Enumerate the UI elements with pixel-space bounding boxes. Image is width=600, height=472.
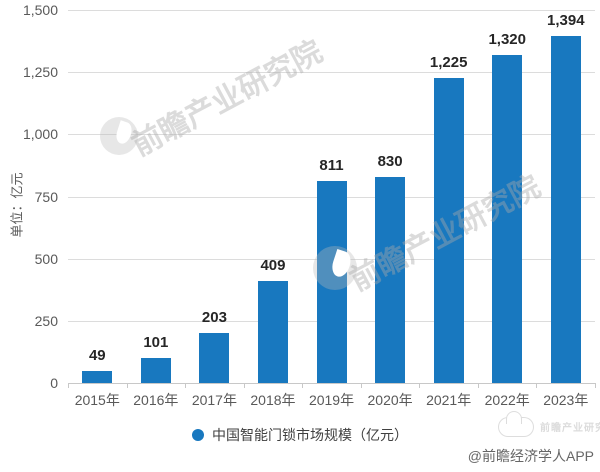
bar-value-label: 1,320 <box>488 30 526 48</box>
bar <box>550 36 581 383</box>
y-tick-label: 1,000 <box>22 126 58 143</box>
cloud-logo-icon <box>498 411 534 437</box>
bar <box>492 54 523 383</box>
bar-value-label: 409 <box>260 257 286 275</box>
bar <box>82 370 113 383</box>
gridline <box>68 134 595 136</box>
credit-text: @前瞻经济学人APP <box>467 448 594 464</box>
bar-value-label: 830 <box>377 152 403 170</box>
x-axis-tick <box>302 383 304 388</box>
y-tick-label: 750 <box>34 188 58 205</box>
x-tick-label: 2017年 <box>191 392 237 408</box>
bar-value-label: 49 <box>88 346 106 364</box>
gridline <box>68 72 595 74</box>
bar-slot: 1,320 <box>478 10 537 383</box>
bar <box>140 357 171 383</box>
y-tick-label: 1,500 <box>22 2 58 18</box>
x-tick-label: 2015年 <box>74 392 120 408</box>
bar <box>316 181 347 383</box>
x-tick-label: 2016年 <box>133 392 179 408</box>
x-tick-label: 2019年 <box>308 392 355 408</box>
bar-value-label: 1,225 <box>429 54 468 72</box>
gridline <box>68 383 595 384</box>
legend-marker-icon <box>192 429 204 441</box>
bar-slot: 1,225 <box>419 10 478 383</box>
bars-container: 49 101 203 409 811 830 1,225 1,320 1,394 <box>68 10 595 383</box>
y-axis-tick-labels: 0 250 500 750 1,000 1,250 1,500 <box>0 2 60 391</box>
bar <box>375 176 406 383</box>
y-tick-label: 1,250 <box>22 64 58 81</box>
x-axis-tick <box>595 383 596 388</box>
bar <box>433 78 464 383</box>
x-axis-tick <box>243 383 245 388</box>
bar-slot: 101 <box>127 10 186 383</box>
x-tick-label: 2021年 <box>426 392 472 408</box>
bar-slot: 1,394 <box>537 10 596 383</box>
bar-slot: 49 <box>68 10 127 383</box>
x-tick-label: 2020年 <box>367 392 413 408</box>
x-axis-tick <box>536 383 538 388</box>
x-tick-label: 2023年 <box>543 392 589 408</box>
bar <box>199 332 230 383</box>
y-tick-label: 500 <box>34 250 58 267</box>
x-tick-label: 2018年 <box>250 392 296 408</box>
x-axis-tick <box>477 383 479 388</box>
y-tick-label: 250 <box>34 312 58 329</box>
bar-slot: 811 <box>302 10 361 383</box>
legend-label: 中国智能门锁市场规模（亿元） <box>212 427 408 443</box>
x-axis-tick <box>185 383 187 388</box>
bar <box>257 281 288 383</box>
bar-value-label: 1,394 <box>547 12 585 30</box>
watermark-mini-text: 前瞻产业研究院 <box>540 423 600 434</box>
bar-slot: 203 <box>185 10 244 383</box>
bar-value-label: 811 <box>319 157 344 175</box>
watermark-mini: 前瞻产业研究院 <box>492 411 600 443</box>
x-axis-tick <box>126 383 128 388</box>
y-tick-label: 0 <box>50 375 58 391</box>
x-axis-tick <box>419 383 421 388</box>
bar-slot: 830 <box>361 10 420 383</box>
x-tick-label: 2022年 <box>484 392 530 408</box>
x-axis-tick <box>360 383 362 388</box>
bar-value-label: 101 <box>143 333 169 351</box>
legend: 中国智能门锁市场规模（亿元） <box>0 425 600 445</box>
x-axis-tick <box>68 383 69 388</box>
bar-slot: 409 <box>244 10 303 383</box>
x-axis-labels: 2015年 2016年 2017年 2018年 2019年 2020年 2021年 2022年… <box>68 390 595 410</box>
gridline <box>68 10 595 11</box>
plot-area: 49 101 203 409 811 830 1,225 1,320 1,394 <box>68 10 596 388</box>
bar-value-label: 203 <box>201 308 227 326</box>
